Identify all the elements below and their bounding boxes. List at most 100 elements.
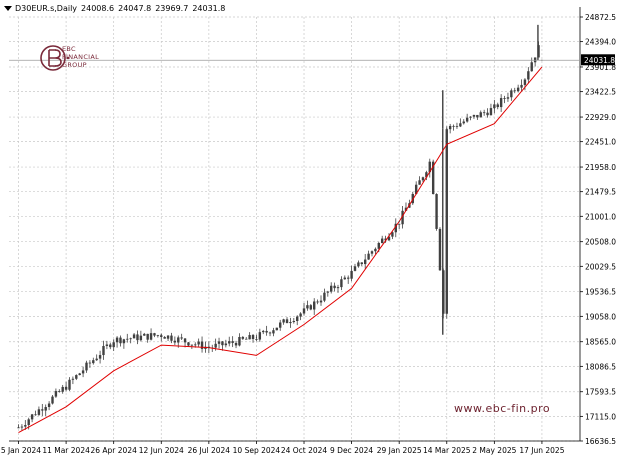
candle-body xyxy=(231,341,234,343)
candle-body xyxy=(92,360,95,364)
candle-body xyxy=(319,300,323,303)
candle-body xyxy=(472,114,476,117)
candle-body xyxy=(435,194,438,229)
y-tick-label: 21001.0 xyxy=(585,212,616,221)
candle-body xyxy=(68,379,71,390)
candle-body xyxy=(306,305,309,309)
y-tick-label: 20029.5 xyxy=(585,262,616,271)
candle-body xyxy=(129,338,132,340)
candle-body xyxy=(476,114,479,118)
ohlc-close: 24031.8 xyxy=(192,4,226,13)
candle-body xyxy=(187,342,190,346)
close-point xyxy=(398,220,400,223)
candle-body xyxy=(292,320,296,323)
candle-body xyxy=(445,129,448,314)
x-tick-label: 26 Jul 2024 xyxy=(188,446,231,455)
candle-body xyxy=(27,419,30,426)
candle-body xyxy=(149,333,153,340)
candle-body xyxy=(115,337,119,343)
candle-body xyxy=(61,386,64,392)
candle-body xyxy=(136,334,139,341)
candle-body xyxy=(479,112,482,118)
candle-body xyxy=(190,344,194,346)
candle-body xyxy=(139,335,143,341)
candle-body xyxy=(414,184,418,194)
watermark-url: www.ebc-fin.pro xyxy=(454,402,551,415)
y-tick-label: 23901.8 xyxy=(585,63,616,72)
candle-body xyxy=(387,236,391,241)
candle-body xyxy=(251,335,255,339)
candle-body xyxy=(279,322,282,328)
close-point xyxy=(446,128,448,130)
ebc-logo-icon xyxy=(40,45,70,71)
candle-body xyxy=(275,327,279,331)
x-tick-label: 10 Sep 2024 xyxy=(233,446,281,455)
candle-body xyxy=(180,337,183,339)
candle-body xyxy=(374,248,377,252)
candle-body xyxy=(340,279,343,288)
candle-body xyxy=(272,330,275,334)
candle-body xyxy=(156,335,160,337)
candle-body xyxy=(496,104,499,108)
ohlc-low: 23969.7 xyxy=(155,4,189,13)
candle-body xyxy=(357,262,360,267)
brand-line: EBC xyxy=(62,45,76,53)
candle-body xyxy=(438,228,442,271)
candle-body xyxy=(95,358,98,361)
brand-text: EBC FINANCIAL GROUP xyxy=(62,45,99,69)
candle-body xyxy=(493,104,496,109)
candle-body xyxy=(391,232,394,237)
candle-body xyxy=(425,172,428,178)
candle-body xyxy=(397,223,401,225)
candle-body xyxy=(98,355,102,359)
brand-line: GROUP xyxy=(62,61,87,69)
candle-body xyxy=(122,339,126,344)
candle-body xyxy=(363,259,367,265)
candle-body xyxy=(350,270,353,279)
candle-body xyxy=(309,305,313,310)
candle-body xyxy=(336,287,340,289)
candle-body xyxy=(469,116,472,118)
candle-body xyxy=(20,426,24,428)
candle-body xyxy=(173,340,177,343)
candle-body xyxy=(248,335,251,340)
x-tick-label: 24 Oct 2024 xyxy=(281,446,328,455)
x-tick-label: 2 May 2025 xyxy=(472,446,516,455)
candle-body xyxy=(523,79,527,85)
candle-body xyxy=(228,341,231,344)
candle-body xyxy=(81,370,85,374)
y-tick-label: 19058.0 xyxy=(585,312,616,321)
candle-body xyxy=(109,344,112,348)
candle-body xyxy=(343,277,347,280)
y-tick-label: 20508.0 xyxy=(585,238,616,247)
collapse-triangle-icon[interactable] xyxy=(4,6,12,11)
candle-body xyxy=(163,336,166,339)
candle-body xyxy=(177,337,180,343)
candle-body xyxy=(465,117,469,122)
y-tick-label: 22451.0 xyxy=(585,138,616,147)
candle-body xyxy=(330,285,333,292)
candle-body xyxy=(360,262,363,265)
y-tick-label: 24872.5 xyxy=(585,13,616,22)
y-tick-label: 18565.0 xyxy=(585,338,616,347)
close-point xyxy=(113,339,115,341)
candle-body xyxy=(217,341,221,344)
candle-body xyxy=(146,333,149,340)
candle-body xyxy=(105,344,109,346)
candle-body xyxy=(459,123,462,127)
close-point xyxy=(160,334,162,336)
candle-body xyxy=(214,343,217,348)
symbol-label: D30EUR.s,Daily xyxy=(15,4,78,13)
candle-body xyxy=(200,341,204,349)
close-point xyxy=(208,347,210,349)
candle-body xyxy=(347,277,350,279)
candle-body xyxy=(428,161,431,173)
y-tick-label: 19536.5 xyxy=(585,288,616,297)
x-tick-label: 14 Mar 2025 xyxy=(423,446,471,455)
candle-body xyxy=(44,407,47,411)
candle-body xyxy=(30,414,34,420)
y-tick-label: 24394.0 xyxy=(585,38,616,47)
candle-body xyxy=(262,330,265,333)
candle-body xyxy=(153,333,156,336)
